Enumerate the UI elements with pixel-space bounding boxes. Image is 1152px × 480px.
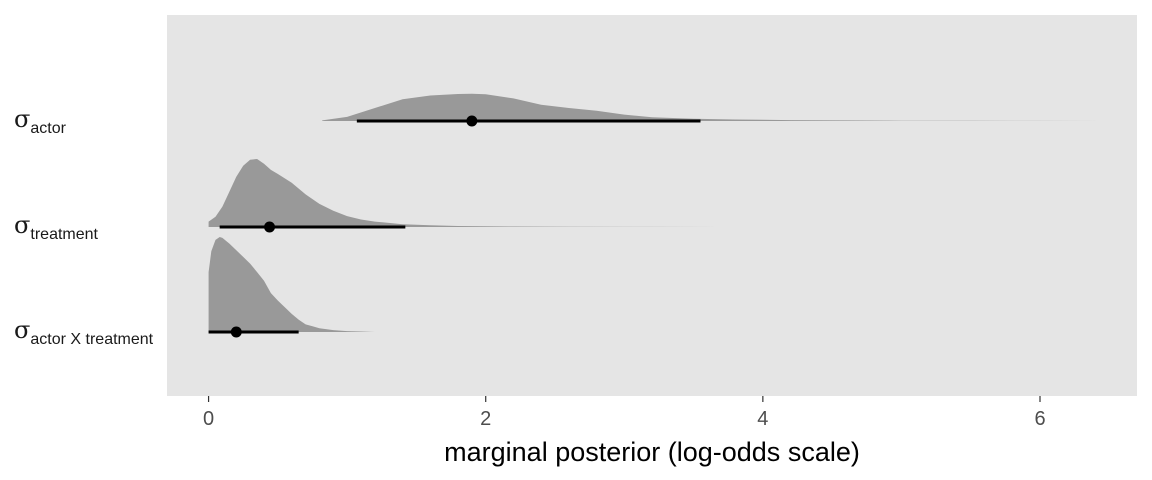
density-3 [208,237,375,332]
x-axis: 0 2 4 6 [203,396,1046,430]
row-label-symbol: σ [14,316,30,344]
row-label-2: σtreatment [14,211,99,243]
point-2 [264,221,276,233]
point-3 [230,326,242,338]
row-label-sub: treatment [30,226,98,243]
x-tick-label-6: 6 [1034,408,1045,430]
row-label-3: σactor X treatment [14,316,154,348]
x-tick-label-0: 0 [203,408,214,430]
row-label-1: σactor [14,105,67,137]
x-axis-title: marginal posterior (log-odds scale) [444,437,860,467]
row-label-sub: actor X treatment [30,331,153,348]
interval-layer [208,115,701,338]
density-1 [322,93,1103,121]
density-2 [208,159,722,227]
point-1 [466,115,478,127]
row-label-symbol: σ [14,211,30,239]
x-tick-label-2: 2 [480,408,491,430]
row-label-symbol: σ [14,105,30,133]
plot-panel [167,15,1137,396]
row-label-sub: actor [30,120,66,137]
density-layer [208,93,1103,332]
x-tick-label-4: 4 [757,408,768,430]
